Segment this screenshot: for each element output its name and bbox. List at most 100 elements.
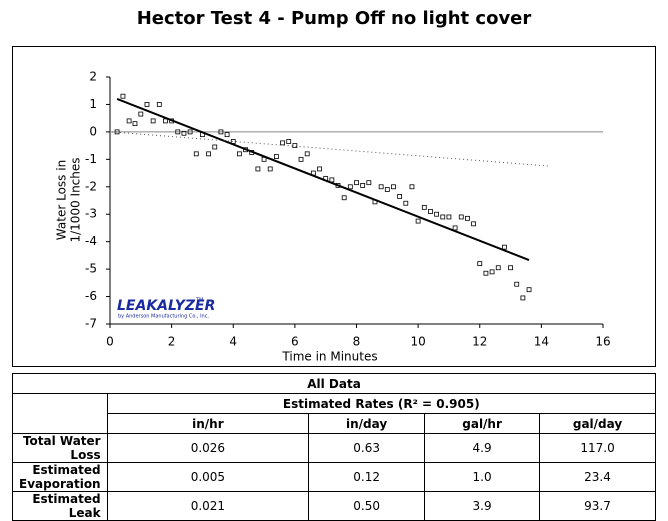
data-point [366,180,372,186]
x-tick-label: 2 [168,335,176,349]
x-tick-label: 16 [595,335,610,349]
data-point [286,139,292,144]
x-tick-label: 8 [353,335,361,349]
y-tick-label: 0 [89,124,97,138]
x-tick-label: 10 [410,335,425,349]
data-point [489,269,495,275]
data-point [273,154,279,159]
logo: LEAKALYZER [117,298,215,314]
header-row: in/hr in/day gal/hr gal/day [13,413,656,434]
data-point [212,144,218,150]
data-point [391,184,396,190]
data-point [434,211,440,217]
data-point [114,129,120,135]
data-point [354,180,359,186]
data-point [304,151,310,157]
data-point [132,121,138,127]
table-cell: 1.0 [424,462,541,492]
y-tick-label: 2 [89,70,97,84]
logo-subtitle: by Anderson Manufacturing Co., Inc. [118,314,209,320]
data-point [495,265,501,271]
data-point [520,295,526,301]
data-point [440,214,446,220]
chart-frame [12,46,656,367]
data-point [193,151,199,157]
data-point [292,143,298,149]
data-point [477,261,483,267]
data-point [428,209,433,214]
data-point [421,204,427,210]
table-cell: 0.12 [308,462,426,492]
data-point [237,151,242,157]
table-cell: 23.4 [539,462,656,492]
data-point [120,93,126,99]
table-row: Estimated Evaporation 0.005 0.12 1.0 23.4 [12,462,656,492]
data-point [126,118,132,124]
data-point [317,166,322,172]
data-point [187,129,193,135]
data-point [403,200,409,206]
x-tick-label: 4 [229,335,237,349]
y-tick-label: -4 [85,234,97,248]
data-point [458,214,464,220]
y-tick-label: -7 [85,317,97,331]
data-point [150,118,156,124]
y-tick-label: -5 [85,262,97,276]
y-axis-label-line: Water Loss in [55,160,69,240]
data-point [471,221,476,227]
table-row: Estimated Leak 0.021 0.50 3.9 93.7 [12,491,656,521]
x-tick-label: 12 [472,335,487,349]
table-cell: 0.63 [308,433,426,463]
table-cell: 0.50 [308,491,426,521]
data-point [163,118,168,124]
data-point [156,102,162,107]
data-point [397,193,403,199]
data-point [347,184,353,190]
column-header: gal/hr [424,413,541,434]
column-header: in/day [308,413,426,434]
data-point [378,184,384,190]
table-cell: 0.026 [106,433,310,463]
table-row: Total Water Loss 0.026 0.63 4.9 117.0 [12,433,656,463]
table-title: All Data [12,373,656,394]
data-point [415,218,421,224]
data-point [483,270,489,276]
data-point [446,214,452,220]
data-point [409,184,415,190]
table-cell: 0.005 [106,462,310,492]
data-point [280,140,285,146]
y-tick-label: -1 [85,152,97,166]
x-tick-label: 0 [106,335,114,349]
y-tick-label: -6 [85,289,97,303]
x-tick-label: 14 [534,335,549,349]
data-point [514,281,520,287]
chart: Time in Minutes Water Loss in 1/1000 Inc… [12,46,656,367]
data-point [224,132,230,138]
table-cell: 3.9 [424,491,541,521]
row-label: Estimated Evaporation [12,462,108,492]
data-point [501,244,507,250]
blank-cell [12,393,108,434]
data-point [175,129,181,135]
data-point [341,195,347,201]
y-axis-label: Water Loss in 1/1000 Inches [55,157,83,242]
data-point [181,130,187,136]
data-point [138,111,144,117]
data-point [526,287,532,293]
chart-title: Hector Test 4 - Pump Off no light cover [136,8,532,29]
data-point [384,187,390,192]
trend-line [116,98,530,261]
data-point [298,156,304,162]
table-cell: 0.021 [106,491,310,521]
rates-table: All Data Estimated Rates (R² = 0.905) in… [12,373,657,521]
y-tick-label: 1 [89,97,97,111]
data-point [360,183,366,188]
data-point [329,177,335,183]
data-point [206,151,212,157]
data-point [452,225,458,231]
row-label: Estimated Leak [12,491,108,521]
evaporation-line [112,131,551,167]
data-point [218,129,224,135]
table-cell: 93.7 [539,491,656,521]
data-point [508,265,513,271]
